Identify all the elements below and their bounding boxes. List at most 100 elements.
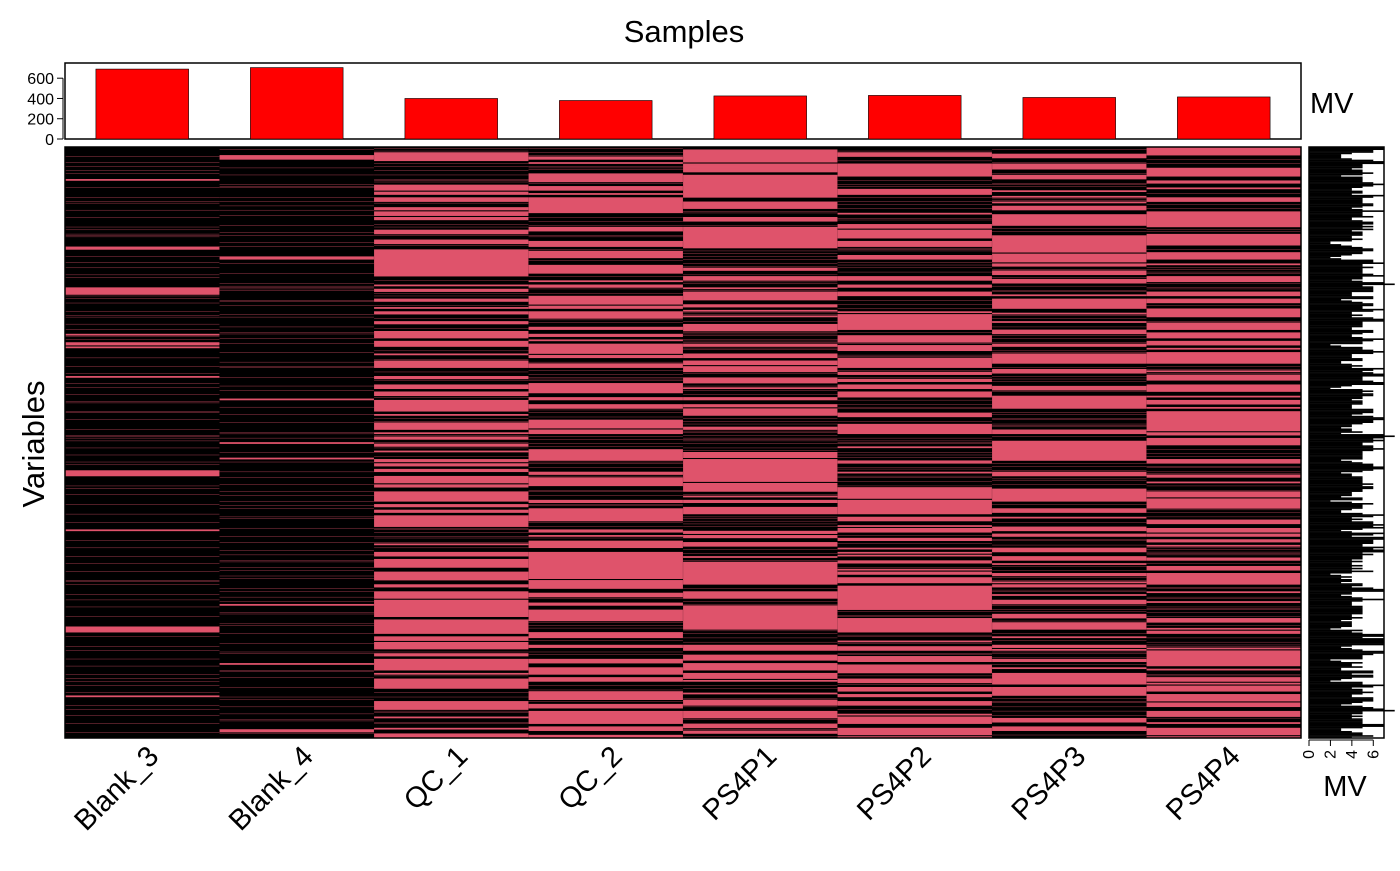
heatmap-missing-run: [219, 287, 374, 289]
heatmap-missing-run: [374, 389, 529, 392]
heatmap-missing-run: [219, 505, 374, 509]
side-bar: [1309, 206, 1363, 208]
heatmap-missing-run: [374, 446, 529, 448]
side-bar: [1309, 311, 1352, 314]
heatmap-missing-run: [65, 678, 220, 682]
side-bar: [1309, 235, 1352, 238]
side-bar: [1309, 646, 1342, 649]
heatmap-missing-run: [992, 436, 1147, 441]
heatmap-missing-run: [1146, 553, 1301, 555]
side-bar: [1309, 632, 1363, 635]
side-bar: [1309, 615, 1352, 618]
side-bar: [1309, 210, 1384, 212]
side-bar: [1309, 408, 1374, 411]
heatmap-missing-run: [992, 363, 1147, 368]
heatmap-missing-run: [683, 457, 838, 460]
heatmap-missing-run: [374, 528, 529, 530]
heatmap-missing-run: [992, 701, 1147, 703]
side-bar: [1309, 524, 1384, 526]
side-bar: [1309, 201, 1363, 204]
heatmap-missing-run: [219, 528, 374, 537]
heatmap-missing-run: [528, 260, 683, 265]
heatmap-missing-run: [219, 289, 374, 291]
sample-axis-labels: Blank_3 Blank_4 QC_1 QC_2 PS4P1 PS4P2 PS4P3 PS4…: [68, 740, 1246, 837]
heatmap-missing-run: [1146, 204, 1301, 209]
heatmap-missing-run: [65, 548, 220, 557]
heatmap-missing-run: [992, 576, 1147, 578]
heatmap-missing-run: [65, 217, 220, 227]
heatmap-missing-run: [1146, 345, 1301, 348]
side-bar: [1309, 405, 1352, 408]
sample-label-PS4P1: PS4P1: [697, 740, 783, 826]
heatmap-missing-run: [992, 466, 1147, 471]
heatmap-missing-run: [992, 425, 1147, 427]
heatmap-missing-run: [65, 411, 220, 413]
heatmap-missing-run: [528, 148, 683, 153]
heatmap-missing-run: [219, 536, 374, 543]
side-bar: [1309, 307, 1363, 310]
side-bar: [1309, 495, 1342, 498]
heatmap-missing-run: [219, 612, 374, 614]
heatmap-missing-run: [219, 588, 374, 592]
side-bar: [1309, 234, 1363, 236]
side-bar: [1309, 301, 1363, 304]
side-bar: [1309, 636, 1363, 639]
heatmap-missing-run: [992, 414, 1147, 419]
heatmap-missing-run: [683, 365, 838, 367]
heatmap-missing-run: [1146, 546, 1301, 548]
heatmap-missing-run: [65, 541, 220, 548]
heatmap-missing-run: [374, 462, 529, 464]
side-bar: [1309, 270, 1363, 273]
heatmap-missing-run: [219, 542, 374, 551]
heatmap-missing-run: [837, 246, 992, 248]
heatmap-missing-run: [992, 228, 1147, 232]
heatmap-missing-run: [65, 580, 220, 582]
side-bar: [1309, 390, 1374, 393]
side-bar: [1309, 500, 1331, 502]
heatmap-missing-run: [683, 282, 838, 284]
heatmap-missing-run: [683, 389, 838, 391]
heatmap-missing-run: [65, 336, 220, 340]
side-bar: [1309, 265, 1363, 267]
heatmap-missing-run: [1146, 272, 1301, 274]
heatmap-missing-run: [992, 470, 1147, 472]
heatmap-missing-run: [683, 736, 838, 738]
heatmap-missing-run: [528, 708, 683, 711]
side-bar: [1309, 671, 1374, 674]
top-bar-Blank_4: [250, 67, 344, 140]
side-bar: [1309, 192, 1363, 194]
side-bar: [1309, 439, 1384, 442]
side-bar: [1309, 341, 1363, 343]
heatmap-missing-run: [374, 411, 529, 415]
heatmap-missing-run: [683, 334, 838, 336]
side-bar: [1309, 294, 1352, 297]
heatmap-missing-run: [837, 259, 992, 263]
side-bar: [1309, 199, 1363, 201]
heatmap-missing-run: [683, 526, 838, 531]
heatmap-missing-run: [1146, 369, 1301, 371]
side-bar: [1309, 217, 1352, 219]
heatmap-missing-run: [219, 707, 374, 714]
side-bar: [1309, 222, 1374, 225]
side-bar: [1309, 595, 1352, 598]
heatmap-missing-run: [528, 730, 683, 735]
heatmap-missing-run: [1146, 607, 1301, 609]
heatmap-missing-run: [528, 194, 683, 198]
side-bar: [1309, 182, 1374, 184]
side-bar: [1309, 633, 1384, 636]
heatmap-missing-run: [837, 421, 992, 424]
side-bar: [1309, 459, 1342, 461]
heatmap-missing-run: [683, 300, 838, 305]
heatmap-missing-run: [528, 336, 683, 340]
heatmap-missing-run: [992, 158, 1147, 163]
top-bar-chart: 0 200 400 600: [27, 62, 1302, 149]
heatmap-missing-run: [837, 268, 992, 272]
side-bar: [1309, 196, 1374, 198]
heatmap-missing-run: [219, 567, 374, 571]
side-bar-tick-label: 0: [1301, 750, 1318, 759]
heatmap-missing-run: [528, 638, 683, 641]
side-bar: [1309, 165, 1363, 167]
heatmap-missing-run: [992, 664, 1147, 668]
side-bar: [1309, 552, 1363, 554]
heatmap-missing-run: [1146, 584, 1301, 588]
